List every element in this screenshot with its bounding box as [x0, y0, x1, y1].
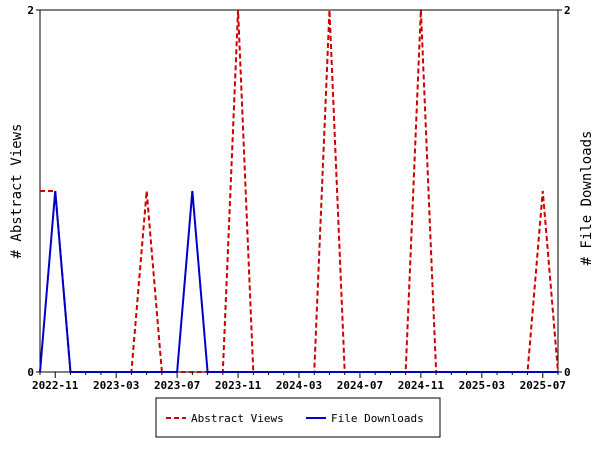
- legend-label-abstract-views: Abstract Views: [191, 412, 284, 425]
- legend-label-file-downloads: File Downloads: [331, 412, 424, 425]
- y-tick-label-left: 0: [27, 366, 34, 379]
- x-tick-label: 2023-07: [154, 379, 200, 392]
- x-tick-label: 2025-03: [459, 379, 505, 392]
- y-axes: 0 2 0 2: [27, 4, 570, 379]
- y-tick-label-left: 2: [27, 4, 34, 17]
- x-tick-label: 2023-11: [215, 379, 262, 392]
- y-axis-left-title: # Abstract Views: [9, 124, 25, 259]
- x-tick-label: 2023-03: [93, 379, 139, 392]
- x-tick-label: 2024-11: [398, 379, 445, 392]
- x-axis: 2022-11 2023-03 2023-07 2023-11 2024-03 2024-…: [32, 372, 566, 392]
- y-tick-label-right: 2: [564, 4, 571, 17]
- y-axis-right-title: # File Downloads: [579, 131, 595, 266]
- x-tick-label: 2025-07: [520, 379, 566, 392]
- x-tick-label: 2024-03: [276, 379, 322, 392]
- x-tick-label: 2024-07: [337, 379, 383, 392]
- x-tick-label: 2022-11: [32, 379, 79, 392]
- legend: Abstract Views File Downloads: [155, 397, 441, 438]
- plot-area: [39, 9, 559, 373]
- legend-box: [155, 397, 441, 438]
- y-tick-label-right: 0: [564, 366, 571, 379]
